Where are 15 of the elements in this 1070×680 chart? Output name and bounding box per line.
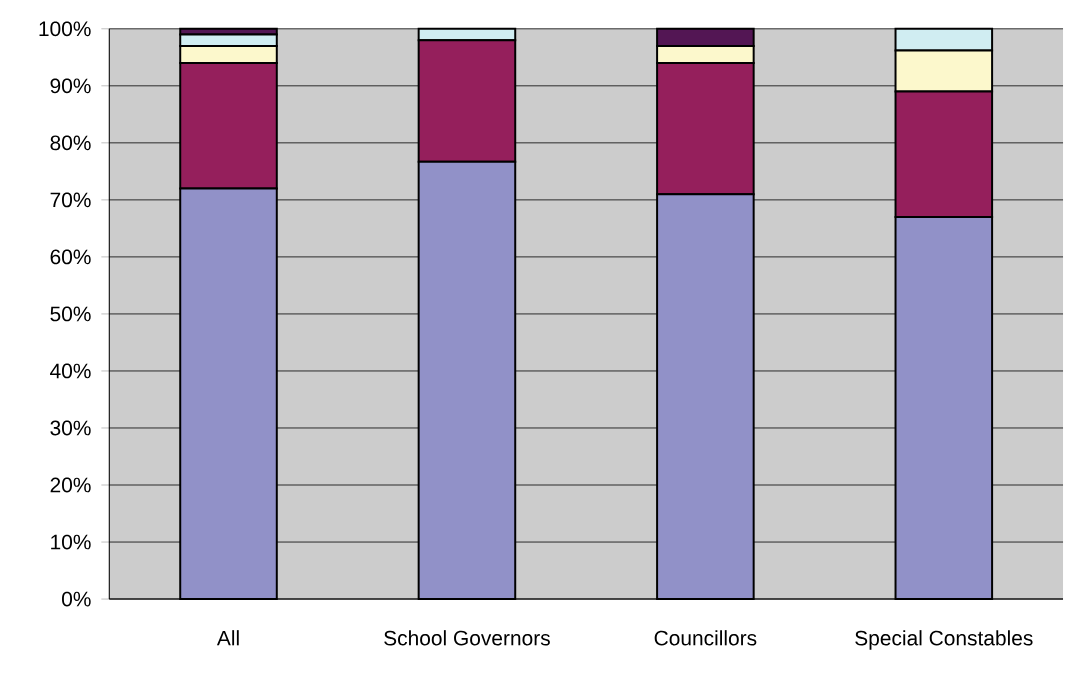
y-tick-label: 10% <box>51 534 91 550</box>
y-tick-label: 80% <box>50 135 91 151</box>
y-tick-label: 20% <box>50 477 91 493</box>
y-tick-label: 40% <box>50 363 91 379</box>
y-tick-label: 70% <box>50 192 91 208</box>
x-tick-label: All <box>216 630 239 646</box>
y-tick-label: 0% <box>62 591 91 607</box>
x-tick-label: School Governors <box>384 630 550 646</box>
y-tick-label: 90% <box>50 78 91 94</box>
y-tick-label: 100% <box>39 21 91 37</box>
y-tick-label: 30% <box>50 420 91 436</box>
y-tick-label: 50% <box>50 306 91 322</box>
x-tick-label: Special Constables <box>855 630 1033 650</box>
x-tick-label: Councillors <box>654 630 757 646</box>
y-tick-label: 60% <box>50 249 91 265</box>
